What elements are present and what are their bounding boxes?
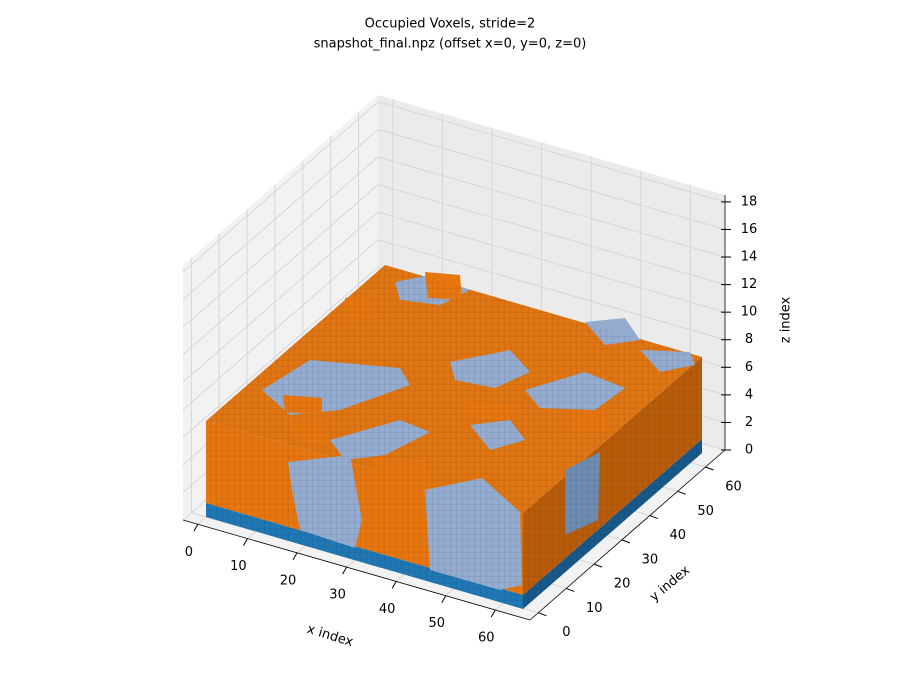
y-tick-label: 30	[642, 552, 659, 567]
z-tick-label: 2	[745, 415, 753, 430]
y-tick	[677, 490, 686, 495]
y-tick	[566, 587, 575, 592]
y-tick	[538, 612, 547, 617]
grid-line	[182, 101, 379, 273]
z-tick-label: 4	[745, 387, 753, 402]
grid-line	[182, 266, 379, 438]
x-tick-label: 10	[230, 559, 247, 574]
z-tick-label: 0	[745, 443, 753, 458]
z-tick-label: 6	[745, 360, 753, 375]
x-tick	[391, 581, 397, 589]
y-axis-label: y index	[647, 563, 693, 605]
y-tick	[621, 539, 631, 544]
grid-line	[377, 156, 726, 258]
z-tick-label: 16	[741, 222, 758, 237]
x-tick	[342, 566, 348, 575]
z-tick-label: 8	[745, 332, 753, 347]
y-tick-label: 0	[562, 625, 570, 640]
x-tick-label: 60	[478, 631, 495, 646]
y-axis-line	[529, 449, 726, 621]
x-tick-label: 40	[379, 602, 396, 617]
z-tick-label: 14	[741, 250, 758, 265]
grid-line	[377, 128, 726, 230]
z-tick-label: 18	[741, 194, 758, 209]
x-tick	[490, 609, 496, 618]
z-axis-label: z index	[779, 296, 794, 343]
x-tick-label: 0	[185, 545, 193, 560]
y-tick	[593, 563, 603, 568]
voxel-grid-texture	[206, 265, 702, 609]
y-tick-label: 40	[670, 528, 687, 543]
grid-line	[182, 156, 379, 328]
axes: 0 10 20 30 40 50 60 0 10 20 30 40 50 60 0 2 4 6 8 10 12 14 16 1…	[182, 194, 758, 646]
x-tick-label: 30	[329, 588, 346, 603]
grid-line	[182, 129, 379, 300]
x-tick-label: 50	[428, 616, 445, 631]
grid-line	[377, 184, 726, 286]
chart-title: Occupied Voxels, stride=2	[365, 17, 536, 32]
voxels	[206, 265, 702, 609]
grid-line	[377, 239, 726, 341]
y-tick-label: 10	[586, 601, 603, 616]
x-tick	[441, 595, 447, 603]
x-axis-label: x index	[305, 622, 355, 650]
chart-subtitle: snapshot_final.npz (offset x=0, y=0, z=0…	[314, 37, 587, 52]
grid-line	[182, 211, 379, 383]
x-tick	[292, 552, 298, 561]
grid-line	[377, 101, 726, 203]
z-tick-label: 10	[741, 305, 758, 320]
x-tick	[193, 524, 199, 532]
y-tick-label: 20	[614, 577, 631, 592]
grid-line	[182, 184, 379, 355]
x-tick-label: 20	[280, 573, 297, 588]
y-tick-label: 50	[697, 504, 714, 519]
y-tick-label: 60	[725, 480, 742, 495]
z-tick-label: 12	[741, 277, 758, 292]
y-tick	[705, 466, 714, 471]
grid-line	[377, 211, 726, 313]
y-tick	[649, 515, 658, 520]
grid-line	[182, 239, 379, 411]
x-axis-line	[182, 519, 531, 621]
x-tick	[243, 538, 248, 546]
